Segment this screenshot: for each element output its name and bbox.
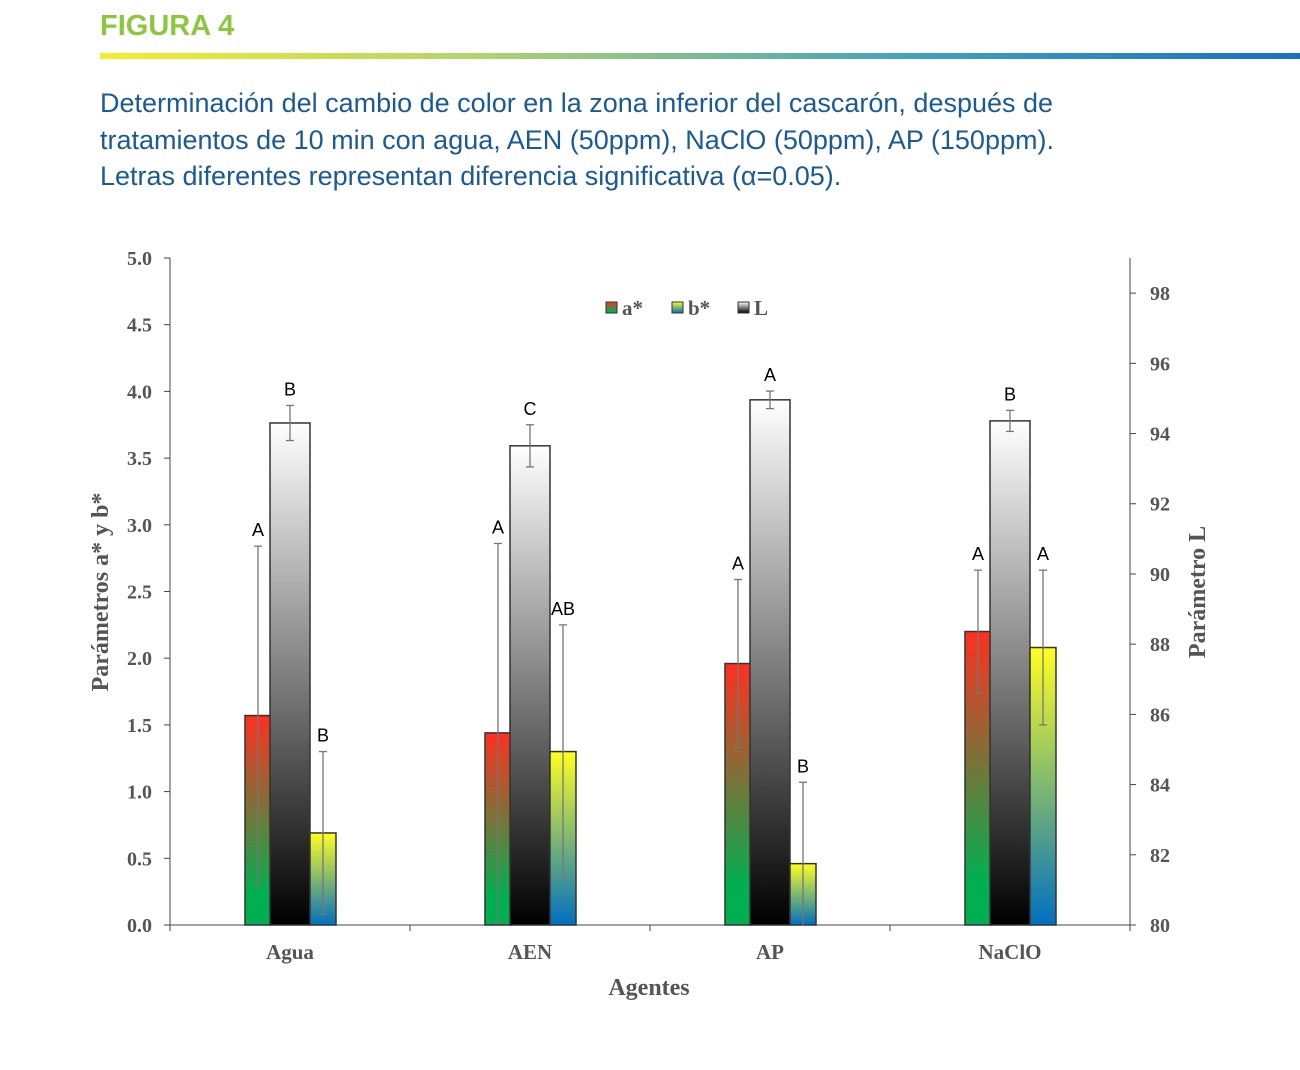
x-tick-label: AP (756, 940, 784, 964)
header-rule (100, 53, 1300, 59)
significance-letter: AB (551, 599, 575, 619)
legend-label: L (754, 296, 768, 320)
y2-tick-label: 96 (1150, 353, 1170, 375)
y-tick-label: 0.5 (127, 848, 152, 870)
significance-letter: A (252, 520, 264, 540)
x-axis-label: Agentes (608, 975, 689, 1001)
figure-label: FIGURA 4 (100, 10, 235, 42)
x-tick-label: Agua (266, 940, 314, 964)
y2-tick-label: 88 (1150, 634, 1170, 656)
significance-letter: B (1004, 384, 1016, 404)
significance-letter: B (284, 379, 296, 399)
significance-letter: A (1037, 544, 1049, 564)
y2-tick-label: 90 (1150, 564, 1170, 586)
y2-axis-label: Parámetro L (1185, 526, 1211, 658)
y-tick-label: 4.5 (127, 315, 152, 337)
y-tick-label: 2.0 (127, 648, 152, 670)
y-tick-label: 0.0 (127, 915, 152, 937)
y2-tick-label: 80 (1150, 915, 1170, 937)
y2-tick-label: 98 (1150, 283, 1170, 305)
bar-L-NaClO (989, 420, 1031, 926)
legend-swatch-a (605, 301, 618, 314)
y-tick-label: 5.0 (127, 248, 152, 270)
y-tick-label: 3.5 (127, 448, 152, 470)
y-tick-label: 2.5 (127, 582, 152, 604)
y-axis-label: Parámetros a* y b* (88, 493, 114, 692)
figure-caption: Determinación del cambio de color en la … (100, 85, 1250, 195)
y2-tick-label: 82 (1150, 845, 1170, 867)
y2-tick-label: 92 (1150, 494, 1170, 516)
significance-letter: A (972, 544, 984, 564)
y-tick-label: 1.0 (127, 782, 152, 804)
significance-letter: A (764, 365, 776, 385)
legend-swatch-L (737, 301, 750, 314)
bar-L-Agua (269, 422, 311, 926)
legend-label: b* (688, 296, 710, 320)
caption-line: Letras diferentes representan diferencia… (100, 161, 842, 191)
significance-letter: B (797, 756, 809, 776)
caption-line: tratamientos de 10 min con agua, AEN (50… (100, 124, 1054, 155)
y-tick-label: 4.0 (127, 381, 152, 403)
y2-tick-label: 94 (1150, 424, 1170, 446)
significance-letter: C (524, 399, 537, 419)
bar-L-AEN (509, 445, 551, 926)
x-tick-label: AEN (508, 940, 552, 964)
legend-label: a* (622, 296, 643, 320)
bar-L-AP (749, 399, 791, 926)
significance-letter: A (732, 553, 744, 573)
significance-letter: A (492, 517, 504, 537)
caption-line: Determinación del cambio de color en la … (100, 88, 1054, 118)
y-tick-label: 1.5 (127, 715, 152, 737)
y2-tick-label: 86 (1150, 704, 1170, 726)
y-tick-label: 3.0 (127, 515, 152, 537)
significance-letter: B (317, 726, 329, 746)
legend-swatch-b (671, 301, 684, 314)
x-tick-label: NaClO (979, 940, 1042, 964)
y2-tick-label: 84 (1150, 775, 1170, 797)
